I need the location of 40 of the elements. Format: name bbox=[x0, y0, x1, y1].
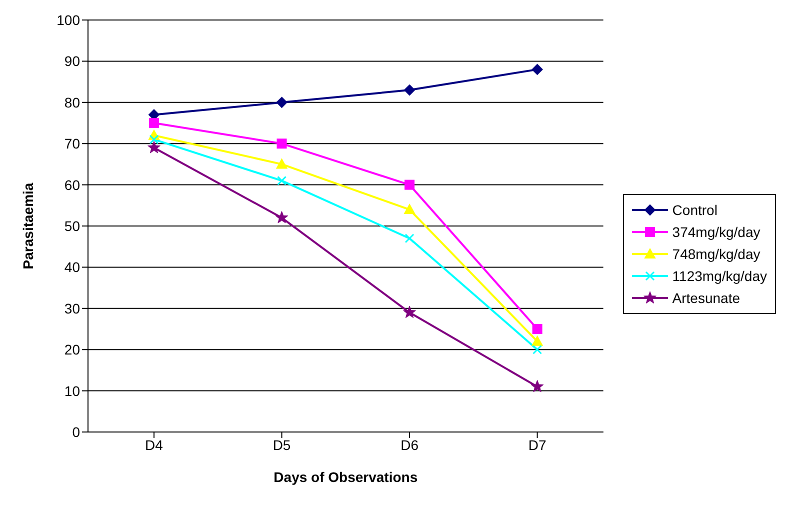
point bbox=[149, 134, 159, 144]
point bbox=[403, 306, 416, 318]
legend-label: 374mg/kg/day bbox=[672, 224, 760, 240]
legend-label: 748mg/kg/day bbox=[672, 246, 760, 262]
y-tick-label: 50 bbox=[64, 218, 80, 234]
point bbox=[404, 180, 415, 190]
point bbox=[532, 336, 543, 346]
point bbox=[148, 140, 160, 154]
point bbox=[275, 211, 288, 224]
y-tick-label: 40 bbox=[64, 259, 80, 276]
y-axis-title: Parasitaemia bbox=[20, 182, 36, 270]
point bbox=[276, 138, 287, 149]
y-tick-label: 0 bbox=[72, 424, 80, 440]
point bbox=[532, 64, 543, 75]
y-tick-label: 90 bbox=[64, 53, 80, 70]
point bbox=[532, 324, 542, 334]
point bbox=[404, 234, 414, 244]
x-tick-label: D5 bbox=[272, 436, 291, 453]
x-axis-title: Days of Observations bbox=[274, 469, 418, 485]
point bbox=[276, 96, 288, 108]
point bbox=[404, 84, 416, 96]
legend-label: Control bbox=[672, 202, 718, 218]
x-tick-label: D6 bbox=[400, 436, 419, 453]
point bbox=[277, 176, 287, 186]
x-tick-label: D4 bbox=[145, 436, 164, 453]
y-tick-label: 100 bbox=[56, 12, 80, 28]
point bbox=[532, 344, 542, 354]
legend-label: 1123mg/kg/day bbox=[672, 268, 767, 284]
point bbox=[276, 158, 288, 169]
point bbox=[149, 118, 159, 128]
y-tick-label: 80 bbox=[64, 94, 80, 110]
y-tick-label: 60 bbox=[64, 176, 80, 193]
legend-label: Artesunate bbox=[672, 290, 740, 306]
x-tick-label: D7 bbox=[528, 436, 546, 453]
y-tick-label: 10 bbox=[64, 382, 80, 399]
y-tick-label: 20 bbox=[64, 342, 80, 358]
point bbox=[404, 204, 416, 214]
point bbox=[530, 380, 544, 392]
y-tick-label: 30 bbox=[64, 300, 80, 316]
y-tick-label: 70 bbox=[64, 136, 80, 152]
